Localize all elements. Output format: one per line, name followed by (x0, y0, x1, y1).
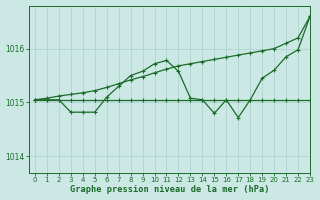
X-axis label: Graphe pression niveau de la mer (hPa): Graphe pression niveau de la mer (hPa) (70, 185, 269, 194)
